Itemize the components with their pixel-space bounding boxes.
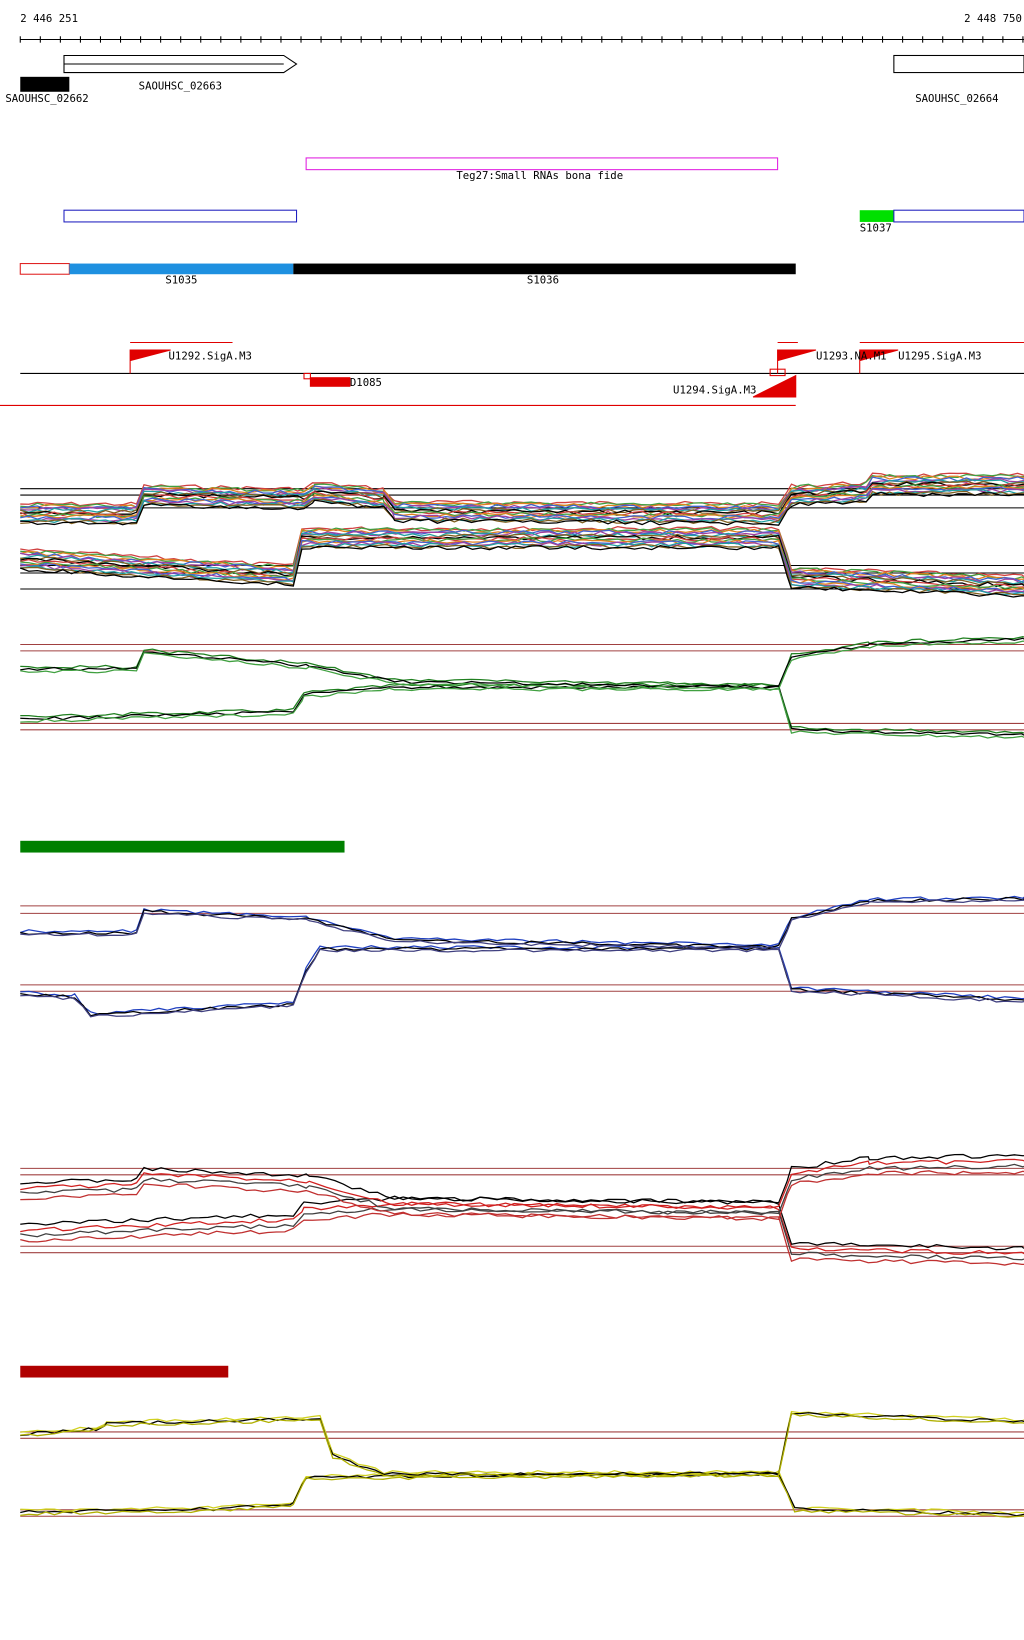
expression-trace (20, 682, 1024, 734)
segment (19, 263, 70, 275)
expression-trace (20, 895, 1024, 947)
srna-label: Teg27:Small RNAs bona fide (456, 169, 623, 182)
gene-label: SAOUHSC_02664 (915, 92, 998, 105)
segment (293, 263, 796, 275)
expression-trace (20, 1412, 1024, 1476)
gene-arrow (893, 54, 1024, 74)
expression-trace (20, 489, 1024, 524)
expression-trace (20, 945, 1024, 1015)
expression-trace (20, 946, 1024, 1017)
expression-trace (20, 1201, 1024, 1255)
promoter-label: U1293.NA.M1 (816, 349, 887, 362)
terminator-label: D1085 (350, 376, 382, 389)
expression-trace (20, 1206, 1024, 1261)
condition-bar (20, 840, 345, 853)
expression-trace (20, 684, 1024, 736)
terminator-mark (769, 368, 786, 377)
expression-trace (20, 1195, 1024, 1251)
expression-trace (20, 537, 1024, 590)
segment (69, 263, 294, 275)
expression-trace (20, 538, 1024, 591)
expression-trace (20, 637, 1024, 690)
gene-label: SAOUHSC_02663 (139, 79, 222, 92)
expression-trace (20, 640, 1024, 691)
condition-bar (20, 1365, 229, 1378)
srna-box (305, 157, 779, 171)
gene-label: SAOUHSC_02662 (5, 92, 88, 105)
expression-trace (20, 1472, 1024, 1517)
expression-trace (20, 478, 1024, 512)
expression-trace (20, 486, 1024, 521)
expression-trace (20, 896, 1024, 949)
expression-trace (20, 948, 1024, 1018)
expression-trace (20, 1163, 1024, 1215)
expression-trace (20, 1412, 1024, 1478)
segment (893, 209, 1024, 223)
ruler-end: 2 448 750 (964, 12, 1022, 25)
expression-trace (20, 472, 1024, 507)
expression-trace (20, 536, 1024, 589)
expression-trace (20, 1212, 1024, 1266)
ruler-ticks (19, 36, 1024, 43)
expression-trace (20, 491, 1024, 526)
expression-trace (20, 544, 1024, 598)
promoter-label: U1292.SigA.M3 (169, 349, 252, 362)
promoter-marks (129, 341, 1024, 398)
expression-trace (20, 636, 1024, 687)
gene-block (20, 76, 70, 92)
expression-trace (20, 1153, 1024, 1205)
expression-trace (20, 1473, 1024, 1518)
expression-trace (20, 1158, 1024, 1210)
expression-trace (20, 530, 1024, 585)
expression-trace (20, 687, 1024, 739)
expression-trace (20, 542, 1024, 596)
promoter-label: U1295.SigA.M3 (898, 349, 981, 362)
segment-label: S1035 (165, 274, 197, 287)
terminator-mark (303, 372, 311, 380)
segment-label: S1037 (860, 221, 892, 234)
expression-trace (20, 899, 1024, 951)
expression-tracks (20, 472, 1024, 1518)
segment (859, 210, 894, 222)
ruler-start: 2 446 251 (20, 12, 78, 25)
expression-trace (20, 1410, 1024, 1475)
segment-label: S1036 (527, 274, 559, 287)
segment (63, 209, 298, 223)
promoter-label: U1294.SigA.M3 (673, 384, 756, 397)
expression-trace (20, 481, 1024, 516)
expression-trace (20, 529, 1024, 583)
